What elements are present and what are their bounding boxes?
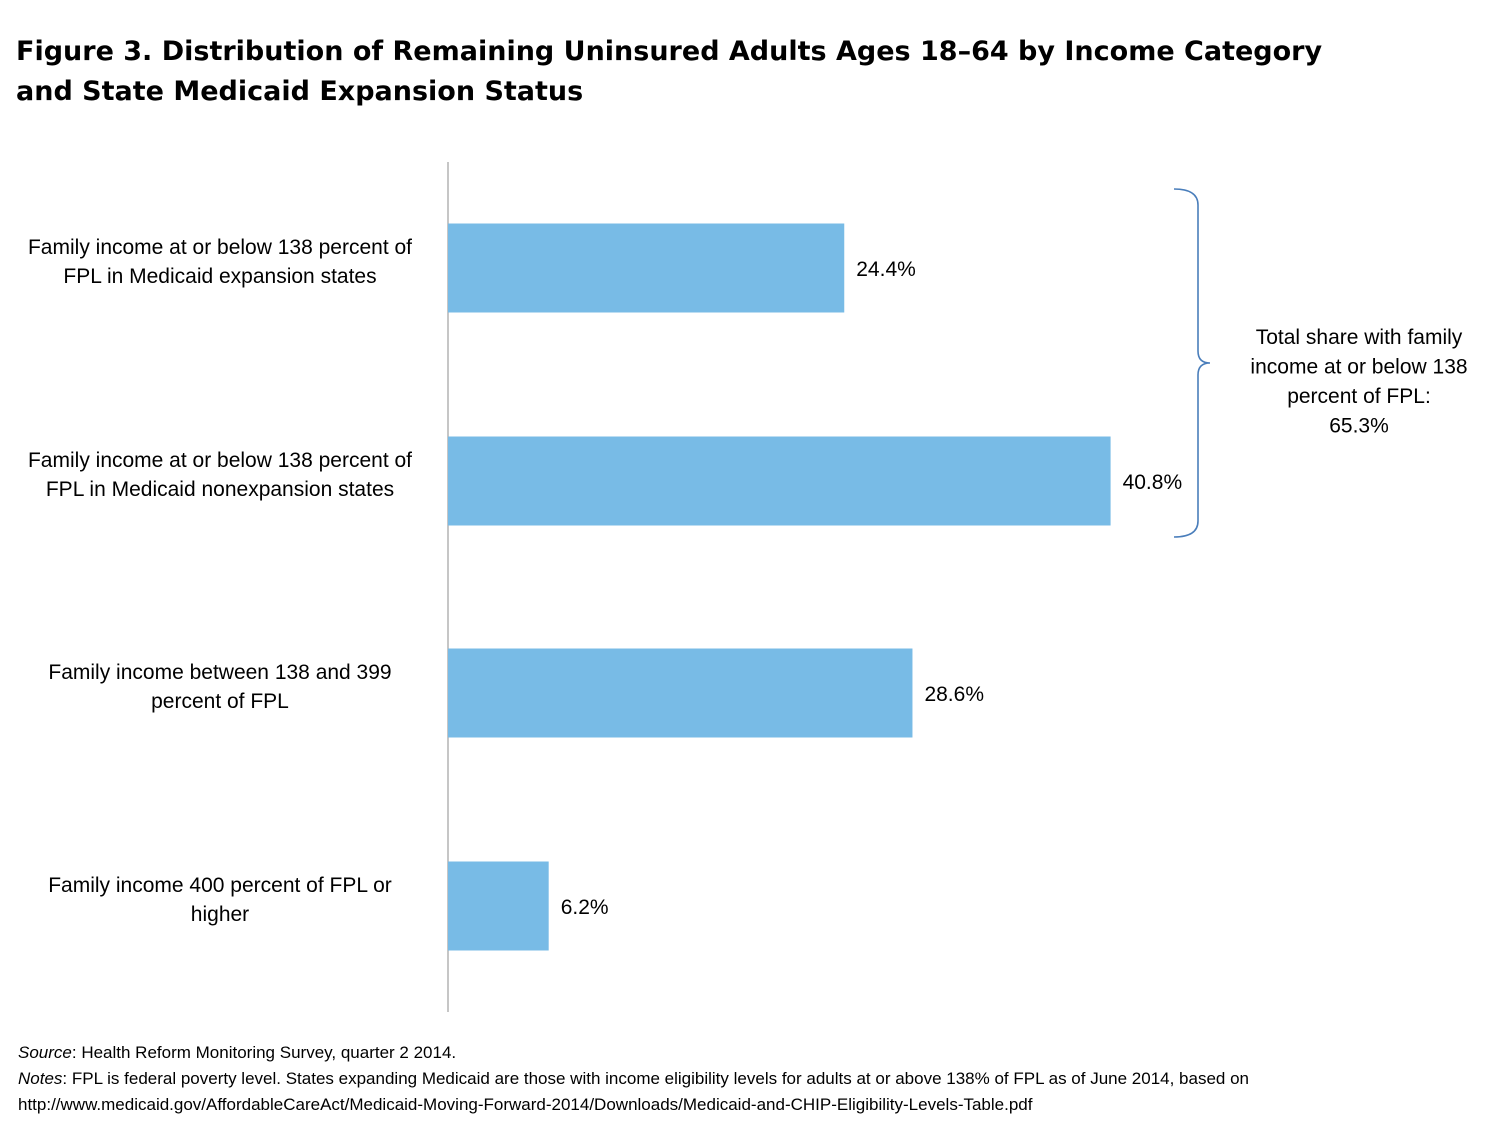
annotation-line-2: income at or below 138 (1250, 356, 1467, 379)
value-label-3: 28.6% (924, 683, 984, 706)
category-label-3-line-1: Family income between 138 and 399 (48, 661, 391, 684)
value-label-4: 6.2% (561, 896, 609, 919)
notes-url: http://www.medicaid.gov/AffordableCareAc… (18, 1095, 1033, 1114)
chart-title-line-1: Figure 3. Distribution of Remaining Unin… (16, 36, 1323, 67)
source-text: : Health Reform Monitoring Survey, quart… (71, 1043, 457, 1062)
notes-label: Notes (18, 1069, 63, 1088)
category-label-4-line-1: Family income 400 percent of FPL or (48, 874, 392, 897)
notes-text: : FPL is federal poverty level. States e… (62, 1069, 1250, 1088)
bar-2 (448, 436, 1111, 526)
chart-title: Figure 3. Distribution of Remaining Unin… (16, 32, 1476, 112)
brace (1173, 188, 1211, 538)
annotation-line-4: 65.3% (1329, 415, 1389, 438)
category-label-1-line-1: Family income at or below 138 percent of (28, 236, 412, 259)
source-note: Source: Health Reform Monitoring Survey,… (18, 1040, 1488, 1066)
annotation-line-3: percent of FPL: (1287, 385, 1431, 408)
bar-3 (448, 648, 913, 738)
category-label-4-line-2: higher (191, 903, 249, 926)
annotation-line-1: Total share with family (1256, 326, 1463, 349)
category-label-2-line-1: Family income at or below 138 percent of (28, 449, 412, 472)
chart-footer: Source: Health Reform Monitoring Survey,… (18, 1040, 1488, 1118)
source-label: Source (18, 1043, 72, 1062)
notes-line: Notes: FPL is federal poverty level. Sta… (18, 1066, 1488, 1092)
value-label-2: 40.8% (1123, 471, 1183, 494)
value-label-1: 24.4% (856, 258, 916, 281)
chart-title-line-2: and State Medicaid Expansion Status (16, 76, 584, 107)
category-label-1-line-2: FPL in Medicaid expansion states (63, 265, 376, 288)
category-label-2-line-2: FPL in Medicaid nonexpansion states (46, 478, 394, 501)
category-label-3-line-2: percent of FPL (151, 690, 289, 713)
bar-4 (448, 861, 549, 951)
bar-1 (448, 223, 845, 313)
